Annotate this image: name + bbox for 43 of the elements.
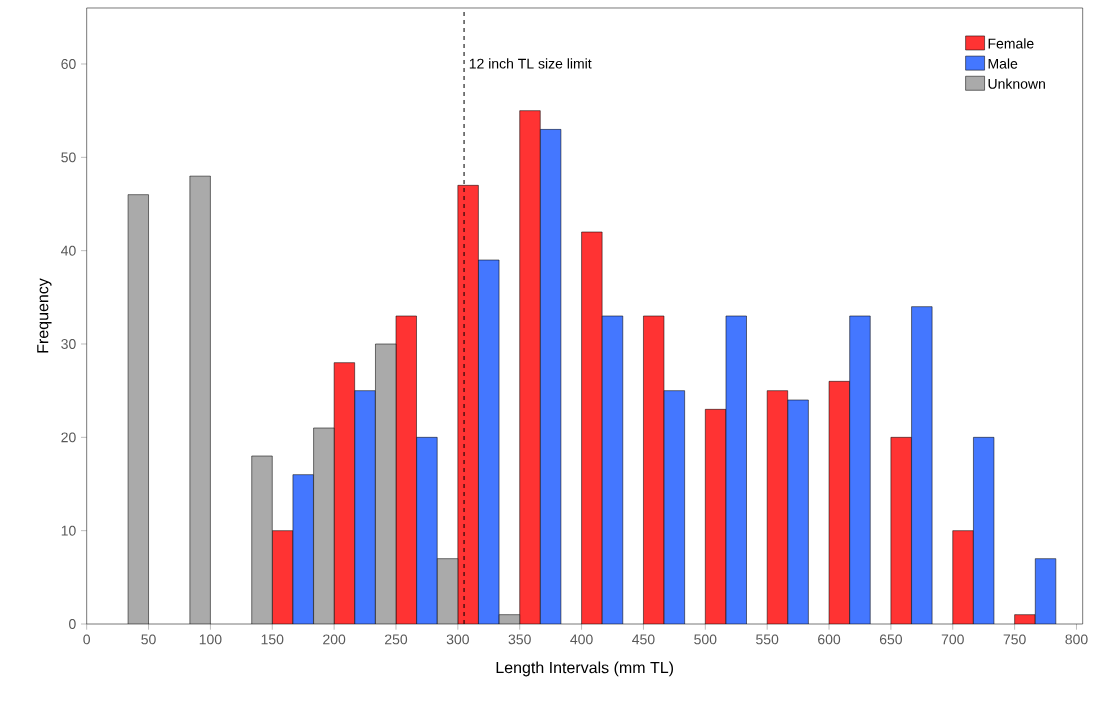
y-tick-label: 0: [69, 619, 76, 629]
bar: [540, 129, 562, 624]
x-tick-label: 700: [941, 634, 964, 645]
x-tick-label: 250: [385, 634, 408, 645]
bar: [354, 390, 376, 624]
x-tick-label: 0: [83, 634, 91, 645]
bar: [1035, 558, 1057, 624]
x-tick-label: 200: [323, 634, 346, 645]
bar: [787, 399, 809, 624]
bar: [292, 474, 314, 624]
y-tick-label: 40: [61, 245, 76, 256]
x-tick-label: 300: [446, 634, 469, 645]
bar: [725, 315, 747, 624]
x-tick-label: 150: [261, 634, 284, 645]
x-tick-label: 650: [879, 634, 903, 645]
y-tick-label: 30: [61, 339, 76, 349]
bar: [416, 437, 438, 624]
legend-label: Male: [988, 58, 1018, 69]
y-tick-label: 10: [61, 525, 76, 536]
y-tick-label: 50: [61, 152, 76, 163]
x-tick-label: 800: [1065, 634, 1088, 645]
ref-line-label: 12 inch TL size limit: [469, 58, 592, 69]
x-tick-label: 550: [756, 634, 779, 645]
x-tick-label: 600: [818, 634, 841, 645]
x-tick-label: 400: [570, 634, 593, 645]
x-tick-label: 450: [632, 634, 655, 645]
y-axis-title: Frequency: [37, 278, 52, 353]
x-tick-label: 750: [1003, 634, 1026, 645]
bar: [973, 437, 995, 624]
bar: [601, 315, 624, 624]
x-tick-label: 350: [508, 634, 531, 645]
x-axis-title: Length Intervals (mm TL): [496, 661, 674, 677]
bar: [478, 259, 500, 624]
bar: [663, 390, 685, 624]
legend-label: Female: [988, 38, 1034, 49]
y-tick-label: 60: [61, 59, 76, 69]
x-tick-label: 50: [141, 634, 156, 645]
bar: [849, 315, 871, 624]
y-tick-label: 20: [61, 432, 76, 443]
x-tick-label: 100: [199, 634, 222, 645]
x-tick-label: 500: [694, 634, 717, 645]
legend-label: Unknown: [988, 78, 1045, 89]
bar: [911, 306, 933, 624]
